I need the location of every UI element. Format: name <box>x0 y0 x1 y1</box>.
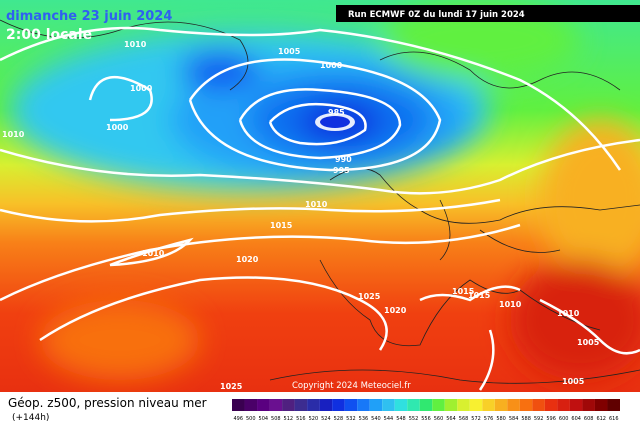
scale-swatch <box>594 399 608 411</box>
scale-label: 596 <box>546 416 556 422</box>
scale-label: 616 <box>609 416 619 422</box>
scale-swatch <box>357 399 370 411</box>
scale-label: 604 <box>571 416 581 422</box>
scale-label: 508 <box>271 416 281 422</box>
scale-swatch <box>507 399 520 411</box>
footer-lead: (+144h) <box>12 413 49 423</box>
isobar-label: 1020 <box>236 255 259 264</box>
scale-label: 568 <box>459 416 469 422</box>
scale-swatch <box>369 399 383 411</box>
isobar-labels: 1010 1005 1000 1000 1000 985 990 995 101… <box>2 40 600 391</box>
isobar-label: 995 <box>333 166 350 175</box>
scale-swatch <box>344 399 358 411</box>
scale-label: 524 <box>321 416 331 422</box>
scale-swatch <box>607 399 620 411</box>
color-scale: 496 500 504 508 512 516 520 524 528 532 536 540 544 5… <box>232 399 620 422</box>
isobar-label: 1015 <box>468 291 491 300</box>
scale-label: 504 <box>259 416 269 422</box>
scale-swatch <box>432 399 445 411</box>
scale-label: 520 <box>309 416 319 422</box>
scale-swatch <box>319 399 333 411</box>
scale-label: 608 <box>584 416 594 422</box>
isobar-lines <box>0 26 640 391</box>
isobar-label: 1025 <box>220 382 243 391</box>
scale-label: 560 <box>434 416 444 422</box>
isobar-label: 1020 <box>384 306 407 315</box>
isobar-label: 1010 <box>2 130 25 139</box>
scale-label: 576 <box>484 416 494 422</box>
scale-label: 592 <box>534 416 544 422</box>
scale-label: 572 <box>471 416 481 422</box>
scale-label: 516 <box>296 416 306 422</box>
isobar-label: 1000 <box>320 61 343 70</box>
scale-label: 556 <box>421 416 431 422</box>
isobar-label: 1005 <box>577 338 600 347</box>
scale-swatch <box>419 399 433 411</box>
scale-label: 532 <box>346 416 356 422</box>
scale-swatch <box>244 399 258 411</box>
scale-swatch <box>394 399 408 411</box>
scale-swatch <box>257 399 270 411</box>
scale-label: 496 <box>233 416 243 422</box>
scale-label: 536 <box>359 416 369 422</box>
scale-label: 512 <box>284 416 294 422</box>
scale-swatch <box>569 399 583 411</box>
scale-swatch <box>532 399 545 411</box>
run-banner <box>336 5 640 22</box>
forecast-date: dimanche 23 juin 2024 <box>6 9 172 24</box>
field <box>0 0 640 392</box>
scale-swatch <box>482 399 495 411</box>
coastlines <box>0 19 640 384</box>
isobar-label: 1010 <box>557 309 580 318</box>
scale-label: 500 <box>246 416 256 422</box>
scale-swatch <box>469 399 483 411</box>
scale-label: 548 <box>396 416 406 422</box>
scale-swatch <box>282 399 295 411</box>
isobar-label: 1010 <box>305 200 328 209</box>
isobar-label: 1015 <box>452 287 475 296</box>
scale-label: 600 <box>559 416 569 422</box>
isobar-label: 1010 <box>124 40 147 49</box>
scale-swatch <box>557 399 570 411</box>
forecast-time: 2:00 locale <box>6 27 92 43</box>
scale-swatch <box>232 399 245 411</box>
isobar-label: 985 <box>328 108 345 117</box>
isobar-label: 990 <box>335 155 352 164</box>
scale-label: 588 <box>521 416 531 422</box>
isobar-label: 1025 <box>358 292 381 301</box>
scale-label: 544 <box>384 416 394 422</box>
isobar-label: 1015 <box>270 221 293 230</box>
scale-swatch <box>294 399 308 411</box>
scale-label: 612 <box>596 416 606 422</box>
isobar-label: 1000 <box>130 84 153 93</box>
scale-swatch <box>332 399 345 411</box>
isobar-label: 1010 <box>499 300 522 309</box>
scale-swatch <box>582 399 595 411</box>
run-info: Run ECMWF 0Z du lundi 17 juin 2024 <box>348 10 525 20</box>
isobar-label: 1005 <box>278 47 301 56</box>
scale-label: 528 <box>334 416 344 422</box>
scale-swatch <box>307 399 320 411</box>
scale-swatch <box>444 399 458 411</box>
scale-label: 580 <box>496 416 506 422</box>
scale-label: 564 <box>446 416 456 422</box>
copyright: Copyright 2024 Meteociel.fr <box>292 381 411 391</box>
isobar-label: 1005 <box>562 377 585 386</box>
footer-title: Géop. z500, pression niveau mer <box>8 396 207 410</box>
scale-swatch <box>519 399 533 411</box>
scale-swatch <box>457 399 470 411</box>
scale-swatch <box>407 399 420 411</box>
scale-swatch <box>544 399 558 411</box>
scale-label: 552 <box>409 416 419 422</box>
scale-swatch <box>269 399 283 411</box>
scale-swatch <box>382 399 395 411</box>
isobar-label: 1010 <box>142 249 165 258</box>
scale-label: 540 <box>371 416 381 422</box>
scale-label: 584 <box>509 416 519 422</box>
scale-swatch <box>494 399 508 411</box>
isobar-label: 1000 <box>106 123 129 132</box>
